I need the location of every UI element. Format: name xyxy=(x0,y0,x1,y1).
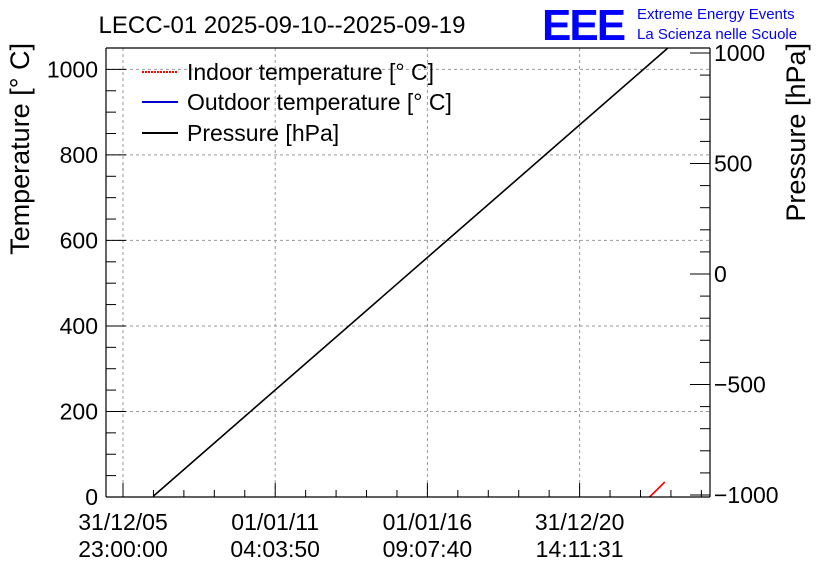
series-layer xyxy=(152,47,669,498)
y-right-tick-label-3: 500 xyxy=(714,151,752,177)
logo-line2: La Scienza nelle Scuole xyxy=(637,26,797,43)
x-tick-time-0: 23:00:00 xyxy=(78,536,168,562)
y-left-tick-label-2: 400 xyxy=(60,313,98,339)
y-right-tick-label-1: −500 xyxy=(714,372,766,398)
x-tick-time-2: 09:07:40 xyxy=(383,536,473,562)
x-tick-date-0: 31/12/05 xyxy=(78,509,168,535)
grid-lines xyxy=(106,48,710,497)
y-axis-left-title: Temperature [° C] xyxy=(5,43,35,255)
x-tick-time-3: 14:11:31 xyxy=(536,536,624,562)
x-tick-date-2: 01/01/16 xyxy=(383,509,473,535)
x-tick-time-1: 04:03:50 xyxy=(230,536,320,562)
series-line-0 xyxy=(649,481,666,498)
x-tick-date-3: 31/12/20 xyxy=(535,509,625,535)
y-left-tick-label-3: 600 xyxy=(60,227,98,253)
x-tick-date-1: 01/01/11 xyxy=(231,509,319,535)
y-left-tick-label-5: 1000 xyxy=(47,56,98,82)
eee-logo: EEE Extreme Energy Events La Scienza nel… xyxy=(542,1,797,50)
y-left-tick-label-1: 200 xyxy=(60,398,98,424)
tick-labels: 0 200 400 600 800 1000 −1000 −500 0 500 1000 31/12/… xyxy=(47,40,779,562)
legend-label-pressure: Pressure [hPa] xyxy=(187,120,339,146)
chart-title: LECC-01 2025-09-10--2025-09-19 xyxy=(99,12,466,39)
legend-label-outdoor: Outdoor temperature [° C] xyxy=(187,89,452,115)
series-line-2 xyxy=(152,47,669,497)
y-axis-right-title: Pressure [hPa] xyxy=(781,43,811,222)
logo-line1: Extreme Energy Events xyxy=(637,6,795,23)
axes xyxy=(105,47,711,498)
logo-mark: EEE xyxy=(542,1,625,50)
y-right-tick-label-2: 0 xyxy=(714,261,727,287)
y-right-tick-label-4: 1000 xyxy=(714,40,765,66)
legend-label-indoor: Indoor temperature [° C] xyxy=(187,59,434,85)
y-left-tick-label-0: 0 xyxy=(85,484,98,510)
y-left-tick-label-4: 800 xyxy=(60,142,98,168)
y-right-tick-label-0: −1000 xyxy=(714,482,779,508)
legend: Indoor temperature [° C] Outdoor tempera… xyxy=(142,59,452,146)
